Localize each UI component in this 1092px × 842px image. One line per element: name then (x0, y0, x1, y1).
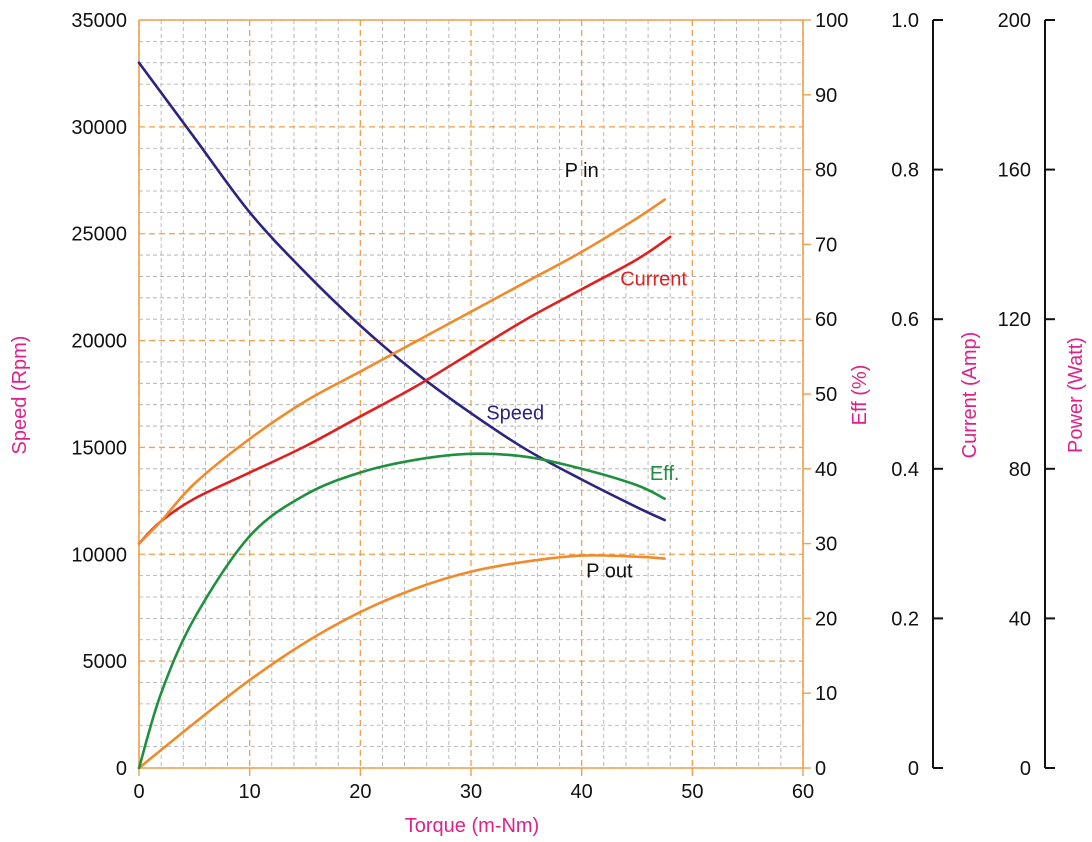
x-tick-label: 50 (681, 781, 703, 803)
eff-tick-label: 30 (815, 534, 837, 556)
power-tick-label: 40 (1009, 608, 1031, 630)
speed-line (137, 61, 666, 522)
p-out-line (137, 554, 666, 770)
eff-tick-label: 40 (815, 459, 837, 481)
series-labels: Speed Current P in P out Eff. (486, 160, 687, 582)
power-tick-label: 120 (998, 309, 1031, 331)
current-tick-label: 0 (908, 758, 919, 780)
speed-label: Speed (486, 403, 544, 425)
x-axis-label: Torque (m-Nm) (405, 815, 539, 837)
speed-tick-label: 20000 (71, 331, 127, 353)
x-tick-label: 0 (133, 781, 144, 803)
eff-tick-label: 100 (815, 10, 848, 32)
speed-tick-label: 5000 (83, 651, 128, 673)
speed-tick-label: 25000 (71, 224, 127, 246)
eff-tick-label: 10 (815, 683, 837, 705)
eff-axis-label: Eff (%) (849, 365, 871, 426)
speed-tick-label: 35000 (71, 10, 127, 32)
x-tick-label: 30 (460, 781, 482, 803)
eff-line (137, 452, 666, 770)
p-out-label: P out (586, 560, 633, 582)
x-tick-label: 60 (792, 781, 814, 803)
speed-tick-label: 10000 (71, 544, 127, 566)
power-axis-label: Power (Watt) (1065, 337, 1087, 453)
eff-tick-label: 90 (815, 85, 837, 107)
eff-tick-label: 60 (815, 309, 837, 331)
eff-tick-label: 70 (815, 234, 837, 256)
current-tick-label: 0.6 (891, 309, 919, 331)
current-tick-label: 0.4 (891, 459, 919, 481)
x-tick-label: 40 (571, 781, 593, 803)
current-tick-label: 0.2 (891, 608, 919, 630)
power-tick-label: 200 (998, 10, 1031, 32)
power-tick-label: 0 (1020, 758, 1031, 780)
current-line (137, 235, 672, 545)
p-in-label: P in (565, 160, 599, 182)
tick-labels: 0 10 20 30 40 50 60050001000015000200002500030… (71, 10, 1031, 803)
current-tick-label: 0.8 (891, 160, 919, 182)
axes (138, 19, 1055, 776)
speed-tick-label: 15000 (71, 437, 127, 459)
eff-tick-label: 50 (815, 384, 837, 406)
eff-tick-label: 0 (815, 758, 826, 780)
current-axis-label: Current (Amp) (959, 332, 981, 459)
power-tick-label: 160 (998, 160, 1031, 182)
eff-tick-label: 80 (815, 160, 837, 182)
speed-tick-label: 0 (116, 758, 127, 780)
power-tick-label: 80 (1009, 459, 1031, 481)
eff-tick-label: 20 (815, 608, 837, 630)
x-tick-label: 20 (349, 781, 371, 803)
current-label: Current (620, 269, 687, 291)
speed-tick-label: 30000 (71, 117, 127, 139)
current-tick-label: 1.0 (891, 10, 919, 32)
series-lines (137, 61, 672, 770)
p-in-line (137, 198, 666, 545)
speed-axis-label: Speed (Rpm) (9, 336, 31, 455)
major-grid (138, 19, 804, 769)
eff-label: Eff. (650, 463, 680, 485)
x-tick-label: 10 (239, 781, 261, 803)
